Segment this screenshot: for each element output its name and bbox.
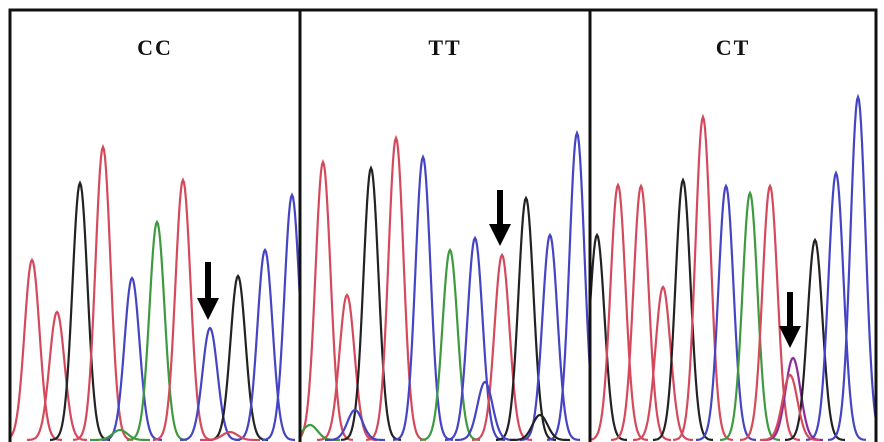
trace-peak [740,183,800,441]
trace-peak [472,252,532,441]
trace-peak [325,408,385,441]
trace-peak [26,310,88,441]
panel-traces [301,129,590,441]
trace-peak [11,257,62,441]
trace-peak [316,293,378,441]
trace-peak [496,195,556,441]
trace-peak [50,180,110,441]
trace-peak [720,190,780,441]
trace-peak [546,129,590,441]
panel-label: CT [716,35,751,60]
traces [11,93,875,441]
trace-peak [672,113,734,441]
panel-label: CC [137,35,173,60]
panel-traces [11,143,300,441]
arrow [489,190,511,246]
trace-peak [208,274,268,441]
trace-peak [805,170,867,441]
trace-peak [591,232,627,441]
trace-peak [179,326,241,441]
trace-peak [633,285,693,441]
trace-peak [392,154,454,441]
trace-peak [827,93,875,441]
trace-peak [696,183,756,441]
arrow [197,262,219,320]
trace-peak [200,430,260,441]
trace-peak [510,413,570,441]
trace-peak [340,165,402,441]
trace-peak [653,177,713,441]
frame [8,8,878,442]
trace-peak [785,237,845,441]
trace-peak [455,380,515,441]
trace-peak [90,428,150,441]
panel-traces [591,93,875,441]
trace-peak [445,235,505,441]
arrow [779,292,801,348]
trace-peak [420,247,480,441]
trace-peak [760,373,820,441]
trace-peak [591,182,648,441]
trace-peak [520,232,580,441]
trace-peak [262,192,300,441]
trace-peak [235,247,295,441]
trace-peak [127,219,187,441]
trace-peak [153,177,213,441]
trace-peak [611,183,671,441]
panel-label: TT [428,35,461,60]
trace-peak [365,134,427,441]
